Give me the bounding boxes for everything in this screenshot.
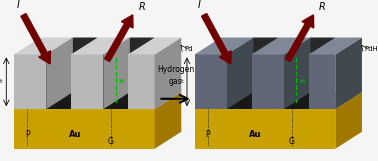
Polygon shape [227,54,252,109]
Text: P: P [206,130,210,139]
Polygon shape [14,38,73,54]
Text: P: P [25,130,29,139]
Text: t: t [0,79,3,84]
Polygon shape [46,54,71,109]
Polygon shape [128,54,155,109]
Text: R: R [319,2,326,12]
Text: t: t [181,79,183,84]
Polygon shape [46,38,73,109]
Polygon shape [227,38,278,54]
Polygon shape [46,38,98,54]
FancyArrow shape [21,14,51,64]
Text: I: I [198,0,201,10]
Polygon shape [130,38,155,92]
Polygon shape [14,109,155,149]
Polygon shape [71,38,130,54]
Polygon shape [195,92,362,109]
Polygon shape [335,38,362,109]
Polygon shape [103,38,130,109]
Polygon shape [155,38,181,109]
Polygon shape [311,38,335,92]
Polygon shape [128,38,181,54]
Polygon shape [227,38,254,109]
Polygon shape [195,54,227,109]
Text: Hydrogen
gas: Hydrogen gas [157,66,194,86]
Text: H: H [119,79,124,84]
Polygon shape [335,92,362,149]
Polygon shape [254,38,278,92]
Polygon shape [252,54,284,109]
Text: R: R [138,2,145,12]
Polygon shape [195,38,254,54]
Polygon shape [309,38,362,54]
Text: Pd: Pd [184,46,193,52]
Polygon shape [195,109,335,149]
Polygon shape [309,54,335,109]
Polygon shape [103,38,155,54]
Polygon shape [284,38,335,54]
Polygon shape [284,38,311,109]
Text: PdH: PdH [365,46,378,52]
Polygon shape [14,54,46,109]
Text: Au: Au [68,130,81,139]
Text: G: G [108,137,114,146]
Polygon shape [14,92,181,109]
FancyArrow shape [201,14,231,64]
Text: G: G [289,137,294,146]
Polygon shape [73,38,98,92]
Text: Au: Au [249,130,262,139]
FancyArrow shape [105,15,133,62]
Polygon shape [155,92,181,149]
Text: I: I [17,0,20,10]
Polygon shape [103,54,128,109]
Polygon shape [284,54,309,109]
Polygon shape [252,38,311,54]
Polygon shape [71,54,103,109]
Text: H: H [299,79,304,84]
FancyArrow shape [285,15,314,62]
